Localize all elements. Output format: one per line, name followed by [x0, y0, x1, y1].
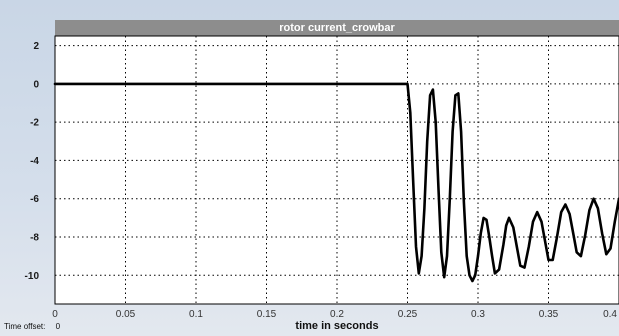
- series-line: [53, 82, 619, 283]
- time-offset-readout: Time offset: 0: [4, 322, 60, 331]
- x-tick-label: 0.2: [330, 309, 344, 320]
- x-tick-label: 0.25: [398, 309, 418, 320]
- x-tick-label: 0.4: [603, 309, 617, 320]
- time-offset-value: 0: [55, 322, 61, 331]
- x-tick-label: 0.35: [539, 309, 559, 320]
- x-tick-label: 0.15: [257, 309, 277, 320]
- x-tick-label: 0: [52, 309, 58, 320]
- y-tick-label: 2: [33, 41, 39, 52]
- series-layer: [53, 82, 619, 283]
- chart-title: rotor current_crowbar: [55, 20, 619, 36]
- time-offset-label: Time offset:: [4, 322, 46, 331]
- plot-area: [54, 35, 619, 305]
- y-tick-label: -2: [30, 118, 39, 129]
- x-tick-label: 0.1: [189, 309, 203, 320]
- x-axis-ticks: 0 0.05 0.1 0.15 0.2 0.25 0.3 0.35 0.4: [52, 309, 617, 320]
- x-tick-label: 0.05: [116, 309, 136, 320]
- y-tick-label: -4: [30, 156, 39, 167]
- y-tick-label: -6: [30, 194, 39, 205]
- x-axis-title: time in seconds: [295, 320, 379, 332]
- y-tick-label: 0: [33, 79, 39, 90]
- y-axis-ticks: 2 0 -2 -4 -6 -8 -10: [25, 41, 40, 282]
- y-tick-label: -8: [30, 233, 39, 244]
- y-tick-label: -10: [25, 271, 40, 282]
- x-tick-label: 0.3: [471, 309, 485, 320]
